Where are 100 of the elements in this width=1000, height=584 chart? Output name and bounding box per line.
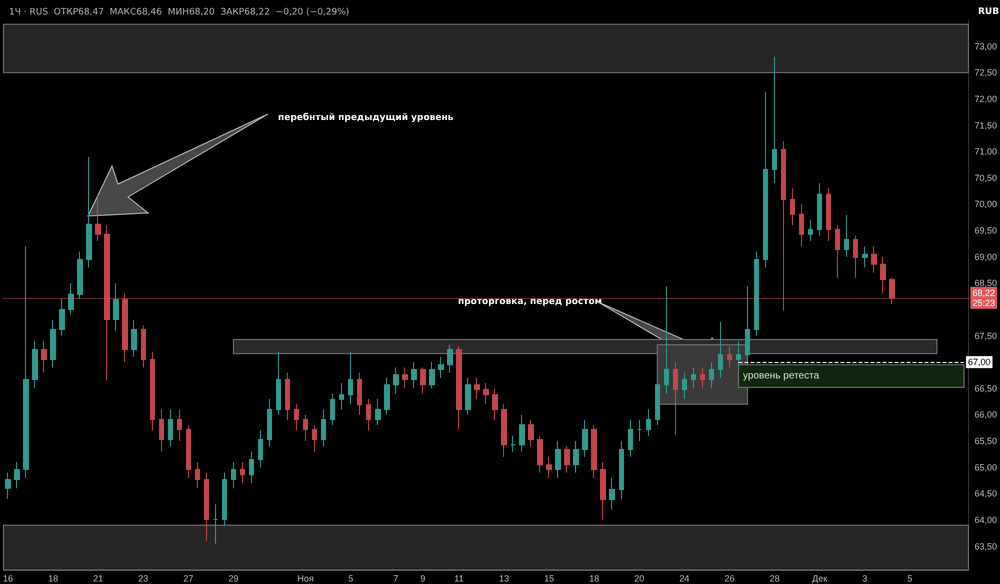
candlestick (501, 404, 507, 458)
candlestick (213, 504, 218, 544)
candlestick (393, 366, 399, 394)
candlestick (546, 456, 552, 478)
candlestick (465, 377, 471, 416)
candlestick (159, 408, 164, 452)
y-tick-label: 71,50 (974, 120, 998, 130)
candlestick (510, 435, 516, 452)
candlestick (131, 320, 137, 358)
candlestick (366, 398, 371, 432)
x-tick-label: Дек (812, 574, 828, 584)
candlestick (59, 298, 65, 336)
y-tick-label: 67,50 (974, 330, 998, 341)
chart-title: 1Ч · RUS ОТКР68,47 МАКС68,46 МИН68,20 ЗАКР68,22 −0,20 (−0,29%) (9, 8, 350, 18)
y-tick-label: 68,50 (974, 278, 998, 288)
candlestick (23, 246, 29, 478)
candlestick (582, 420, 588, 458)
candlestick (591, 424, 597, 478)
x-tick-label: 18 (589, 574, 600, 584)
candlestick (736, 340, 741, 368)
candlestick (150, 351, 155, 432)
candlestick (195, 462, 200, 489)
candlestick (844, 214, 849, 258)
candlestick (745, 286, 750, 363)
ref-line-label: 67,00 (968, 357, 990, 368)
x-tick-label: 7 (393, 574, 398, 584)
candlestick (222, 472, 227, 526)
candlestick (682, 372, 687, 400)
candlestick (609, 477, 615, 510)
candlestick (835, 224, 840, 278)
x-tick-label: 3 (862, 574, 868, 584)
candlestick (41, 340, 47, 374)
candlestick (258, 430, 263, 468)
candlestick (411, 362, 417, 389)
candlestick (628, 420, 633, 458)
x-tick-label: 29 (228, 574, 238, 584)
x-tick-label: 18 (48, 574, 58, 584)
y-tick-label: 65,00 (974, 462, 998, 472)
candlestick (95, 196, 101, 242)
candlestick (330, 393, 335, 426)
y-tick-label: 73,00 (974, 41, 998, 52)
candlestick (519, 414, 525, 452)
x-tick-label: 13 (499, 574, 510, 584)
candlestick (186, 424, 191, 478)
candlestick (339, 382, 344, 410)
candlestick (168, 408, 173, 447)
text: RUB (978, 7, 1000, 17)
candlestick (68, 282, 74, 316)
y-tick-label: 70,00 (974, 199, 998, 210)
candlestick (420, 366, 426, 394)
candlestick (348, 352, 353, 405)
candlestick (528, 420, 534, 447)
x-tick-label: 11 (454, 574, 464, 584)
candlestick (763, 91, 768, 268)
x-tick-label: 5 (348, 574, 354, 584)
candlestick (772, 56, 777, 184)
candlestick (285, 372, 290, 420)
candlestick (664, 286, 669, 394)
candlestick (691, 366, 696, 389)
candlestick (727, 346, 732, 368)
candlestick (204, 472, 209, 542)
candlestick (781, 140, 786, 312)
candlestick (294, 404, 299, 432)
band-label: уровень ретеста (743, 370, 820, 382)
candlestick (438, 356, 444, 378)
y-tick-label: 63,50 (974, 541, 998, 552)
x-tick-label: 15 (544, 574, 554, 584)
candlestick (790, 188, 795, 226)
candlestick (709, 362, 714, 389)
x-tick-label: 23 (138, 574, 148, 584)
candlestick (673, 362, 678, 436)
candlestick (754, 251, 759, 336)
candlestick (267, 398, 272, 447)
candlestick (384, 377, 390, 416)
candlestick (853, 235, 858, 278)
candlestick (456, 346, 462, 430)
y-tick-label: 65,50 (974, 436, 998, 446)
candlestick (718, 322, 723, 378)
candlestick (402, 366, 408, 389)
x-tick-label: 21 (93, 574, 104, 584)
y-tick-label: 69,50 (974, 226, 998, 236)
candlestick (447, 344, 453, 374)
candlestick (429, 362, 435, 389)
candlestick (646, 408, 651, 436)
ref-line-label: 68,22 25:23 (972, 288, 996, 308)
candlestick (249, 451, 254, 484)
candlestick (104, 224, 110, 380)
y-tick-label: 64,00 (974, 515, 998, 525)
candlestick (14, 462, 20, 489)
candlestick (312, 424, 317, 452)
x-tick-label: 28 (770, 574, 780, 584)
candlestick (808, 220, 813, 242)
candlestick (483, 382, 489, 405)
candlestick (357, 372, 362, 416)
candlestick (871, 246, 877, 274)
candlestick (86, 156, 92, 268)
candlestick (555, 440, 561, 478)
candlestick (375, 398, 381, 426)
candlestick (303, 414, 308, 442)
candlestick (889, 277, 895, 305)
